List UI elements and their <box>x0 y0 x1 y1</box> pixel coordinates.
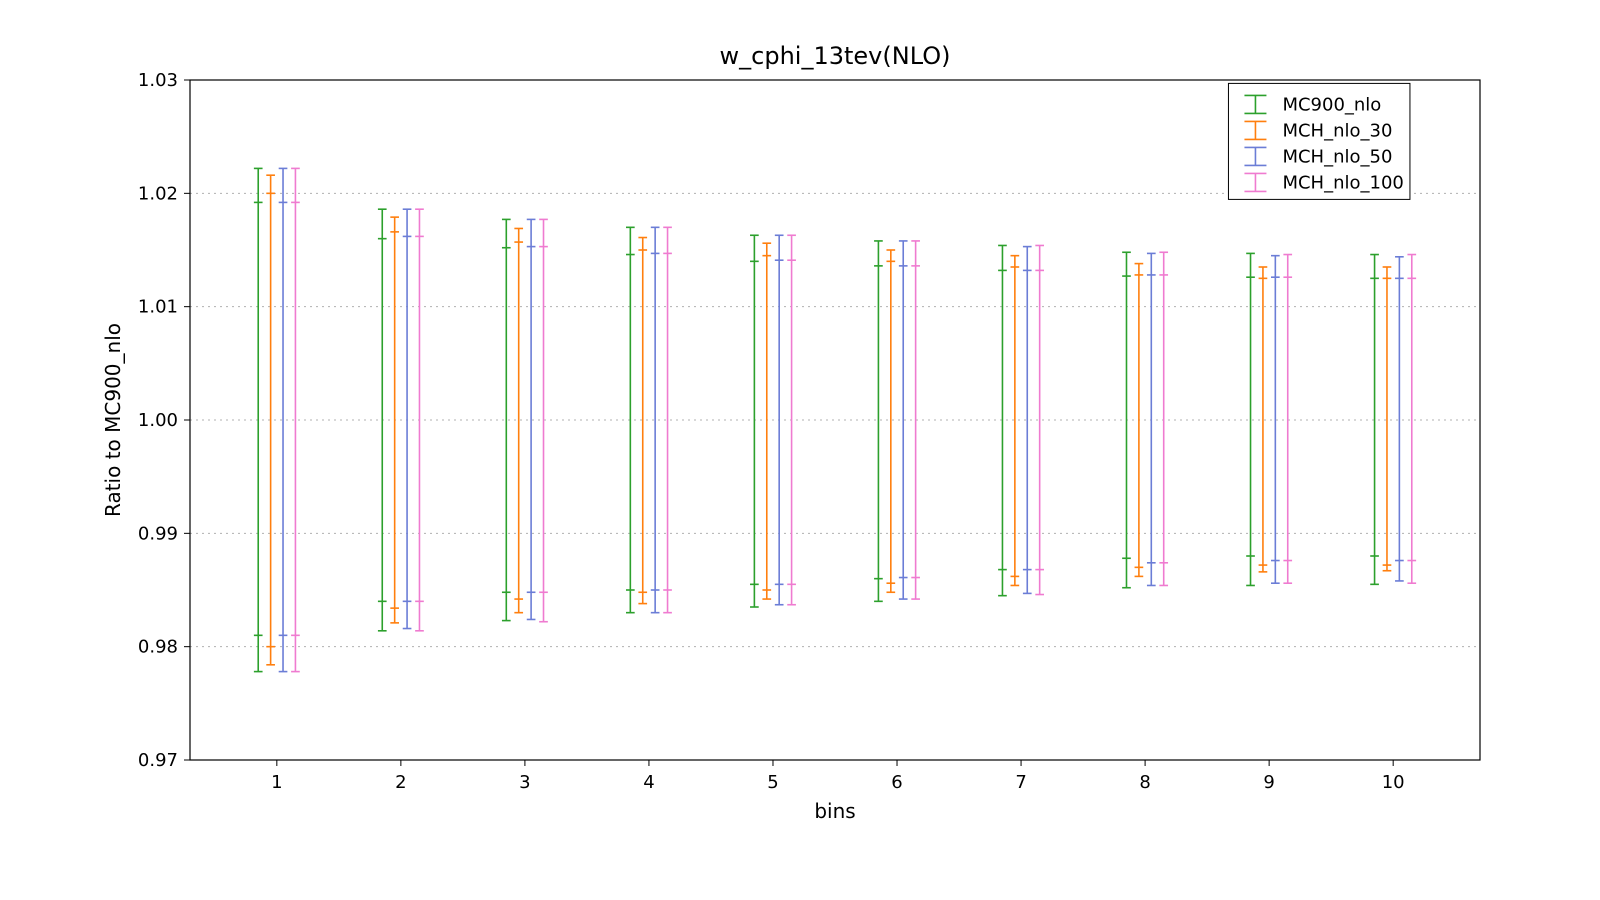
y-tick-label: 0.99 <box>138 523 178 544</box>
x-tick-label: 1 <box>271 772 282 793</box>
legend-label: MCH_nlo_100 <box>1282 172 1403 193</box>
x-tick-label: 5 <box>767 772 778 793</box>
x-axis-label: bins <box>814 799 855 823</box>
x-tick-label: 6 <box>891 772 902 793</box>
chart-svg: 1 2 3 4 5 6 7 8 9 10 0.97 0.98 0.99 1.00 1.01 1.02 1.03 w… <box>0 0 1600 900</box>
y-tick-label: 1.03 <box>138 70 178 91</box>
legend-label: MCH_nlo_30 <box>1282 120 1392 141</box>
x-tick-label: 4 <box>643 772 654 793</box>
x-tick-label: 2 <box>395 772 406 793</box>
x-tick-label: 10 <box>1382 772 1405 793</box>
x-tick-label: 9 <box>1263 772 1274 793</box>
y-tick-label: 1.00 <box>138 410 178 431</box>
y-tick-label: 1.01 <box>138 297 178 318</box>
y-tick-label: 0.98 <box>138 637 178 658</box>
x-tick-label: 8 <box>1139 772 1150 793</box>
x-tick-label: 3 <box>519 772 530 793</box>
y-tick-label: 0.97 <box>138 750 178 771</box>
legend-label: MCH_nlo_50 <box>1282 146 1392 167</box>
legend-label: MC900_nlo <box>1282 94 1381 115</box>
y-axis-label: Ratio to MC900_nlo <box>101 323 125 517</box>
y-tick-label: 1.02 <box>138 183 178 204</box>
chart-container: 1 2 3 4 5 6 7 8 9 10 0.97 0.98 0.99 1.00 1.01 1.02 1.03 w… <box>0 0 1600 900</box>
chart-title: w_cphi_13tev(NLO) <box>720 42 951 70</box>
x-tick-label: 7 <box>1015 772 1026 793</box>
